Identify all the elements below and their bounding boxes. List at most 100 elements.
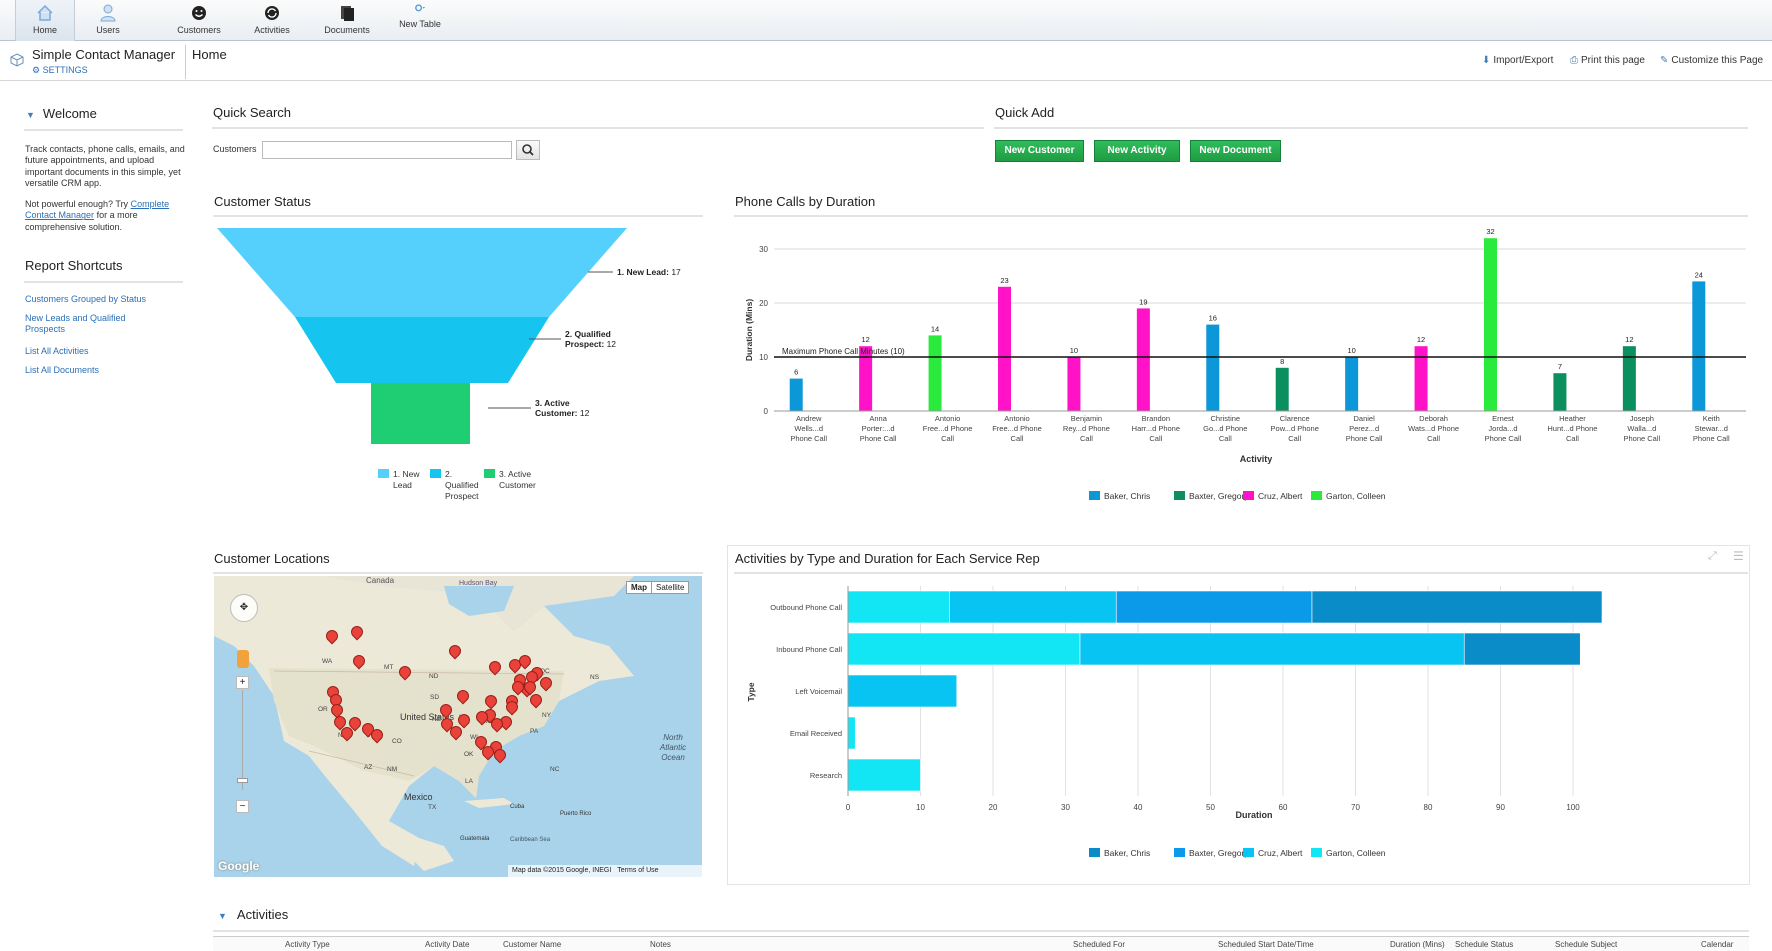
map-terms-link[interactable]: Terms of Use xyxy=(617,867,659,874)
print-link[interactable]: ⎙ Print this page xyxy=(1570,55,1645,66)
funnel-segment[interactable] xyxy=(371,383,470,444)
search-button[interactable] xyxy=(516,140,540,160)
zoom-slider-track[interactable] xyxy=(242,690,243,790)
nav-documents[interactable]: Documents xyxy=(316,0,378,41)
bar-segment[interactable] xyxy=(1463,632,1581,666)
bar-segment[interactable] xyxy=(1115,590,1313,624)
bar-segment[interactable] xyxy=(949,590,1117,624)
bar[interactable] xyxy=(1275,367,1289,411)
bar-segment[interactable] xyxy=(847,590,950,624)
bar[interactable] xyxy=(1206,324,1220,411)
table-column-header[interactable]: Activity Type xyxy=(285,940,330,949)
bar[interactable] xyxy=(1553,373,1567,411)
nav-new-table[interactable]: New Table xyxy=(390,0,450,41)
bar-segment[interactable] xyxy=(847,758,921,792)
legend-swatch[interactable] xyxy=(1089,848,1100,857)
customer-locations-map[interactable]: Canada Hudson Bay United States Mexico N… xyxy=(214,576,702,877)
table-column-header[interactable]: Calendar xyxy=(1701,940,1734,949)
street-view-pegman-icon[interactable] xyxy=(237,650,249,668)
google-logo[interactable]: Google xyxy=(218,859,260,873)
legend-label[interactable]: Customer xyxy=(499,480,536,490)
table-column-header[interactable]: Notes xyxy=(650,940,671,949)
legend-label[interactable]: Cruz, Albert xyxy=(1258,491,1303,501)
bar[interactable] xyxy=(1484,238,1497,411)
bar[interactable] xyxy=(998,286,1011,411)
legend-label[interactable]: Qualified xyxy=(445,480,479,490)
legend-label[interactable]: Cruz, Albert xyxy=(1258,848,1303,858)
legend-label[interactable]: Baxter, Gregory xyxy=(1189,848,1249,858)
menu-icon[interactable]: ☰ xyxy=(1733,549,1744,563)
bar-segment[interactable] xyxy=(1079,632,1465,666)
bar-segment[interactable] xyxy=(1311,590,1603,624)
legend-swatch[interactable] xyxy=(1311,848,1322,857)
bar[interactable] xyxy=(1136,308,1150,411)
settings-link[interactable]: ⚙ SETTINGS xyxy=(32,65,88,76)
legend-swatch[interactable] xyxy=(1174,848,1185,857)
customers-search-input[interactable] xyxy=(262,141,512,159)
legend-label[interactable]: 3. Active xyxy=(499,469,531,479)
nav-activities[interactable]: Activities xyxy=(242,0,302,41)
table-column-header[interactable]: Schedule Status xyxy=(1455,940,1514,949)
map-pan-control[interactable]: ✥ xyxy=(230,594,258,622)
legend-swatch[interactable] xyxy=(484,469,495,478)
bar[interactable] xyxy=(1345,357,1359,411)
app-name[interactable]: Simple Contact Manager xyxy=(32,47,176,62)
legend-swatch[interactable] xyxy=(1311,491,1322,500)
table-column-header[interactable]: Customer Name xyxy=(503,940,562,949)
bar[interactable] xyxy=(859,346,873,411)
import-export-link[interactable]: ⬇ Import/Export xyxy=(1482,55,1553,66)
table-column-header[interactable]: Duration (Mins) xyxy=(1390,940,1445,949)
legend-label[interactable]: Baker, Chris xyxy=(1104,491,1150,501)
table-column-header[interactable]: Scheduled Start Date/Time xyxy=(1218,940,1314,949)
customize-link[interactable]: ✎ Customize this Page xyxy=(1660,55,1763,66)
expand-icon[interactable]: ⤢ xyxy=(1708,550,1717,562)
bar-segment[interactable] xyxy=(847,716,856,750)
legend-swatch[interactable] xyxy=(430,469,441,478)
new-document-button[interactable]: New Document xyxy=(1190,140,1281,162)
bar[interactable] xyxy=(1692,281,1706,411)
new-customer-button[interactable]: New Customer xyxy=(995,140,1084,162)
legend-label[interactable]: Garton, Colleen xyxy=(1326,848,1386,858)
zoom-in-button[interactable]: + xyxy=(236,676,249,689)
nav-home[interactable]: Home xyxy=(15,0,75,41)
bar-segment[interactable] xyxy=(847,674,958,708)
legend-swatch[interactable] xyxy=(1174,491,1185,500)
funnel-segment[interactable] xyxy=(217,228,627,317)
legend-swatch[interactable] xyxy=(1243,848,1254,857)
complete-contact-manager-link[interactable]: Complete Contact Manager xyxy=(25,199,170,221)
nav-users[interactable]: Users xyxy=(78,0,138,41)
legend-swatch[interactable] xyxy=(378,469,389,478)
bar[interactable] xyxy=(1067,357,1081,411)
zoom-slider-handle[interactable] xyxy=(237,778,248,783)
bar[interactable] xyxy=(1622,346,1636,411)
legend-swatch[interactable] xyxy=(1089,491,1100,500)
shortcut-new-leads[interactable]: New Leads and Qualified Prospects xyxy=(25,313,126,334)
legend-swatch[interactable] xyxy=(1243,491,1254,500)
table-column-header[interactable]: Activity Date xyxy=(425,940,470,949)
bar[interactable] xyxy=(789,378,803,411)
phone-calls-title: Phone Calls by Duration xyxy=(735,194,876,209)
legend-label[interactable]: Garton, Colleen xyxy=(1326,491,1386,501)
legend-label[interactable]: Lead xyxy=(393,480,412,490)
new-activity-button[interactable]: New Activity xyxy=(1094,140,1180,162)
map-type-satellite-button[interactable]: Satellite xyxy=(656,583,685,592)
legend-label[interactable]: Prospect xyxy=(445,491,479,501)
legend-label[interactable]: Baxter, Gregory xyxy=(1189,491,1249,501)
table-column-header[interactable]: Schedule Subject xyxy=(1555,940,1618,949)
zoom-out-button[interactable]: − xyxy=(236,800,249,813)
legend-label[interactable]: Baker, Chris xyxy=(1104,848,1150,858)
bar[interactable] xyxy=(928,335,942,411)
bar-segment[interactable] xyxy=(847,632,1081,666)
shortcut-customers-grouped[interactable]: Customers Grouped by Status xyxy=(25,294,147,304)
legend-label[interactable]: 1. New xyxy=(393,469,420,479)
bar[interactable] xyxy=(1414,346,1428,411)
welcome-header[interactable]: ▼ Welcome xyxy=(26,106,97,121)
table-column-header[interactable]: Scheduled For xyxy=(1073,940,1126,949)
funnel-segment[interactable] xyxy=(295,317,549,383)
shortcut-list-activities[interactable]: List All Activities xyxy=(25,346,89,356)
shortcut-list-documents[interactable]: List All Documents xyxy=(25,365,100,375)
nav-customers[interactable]: Customers xyxy=(168,0,230,41)
legend-label[interactable]: 2. xyxy=(445,469,452,479)
activities-section-header[interactable]: ▼ Activities xyxy=(218,907,288,922)
map-type-map-button[interactable]: Map xyxy=(627,582,652,593)
